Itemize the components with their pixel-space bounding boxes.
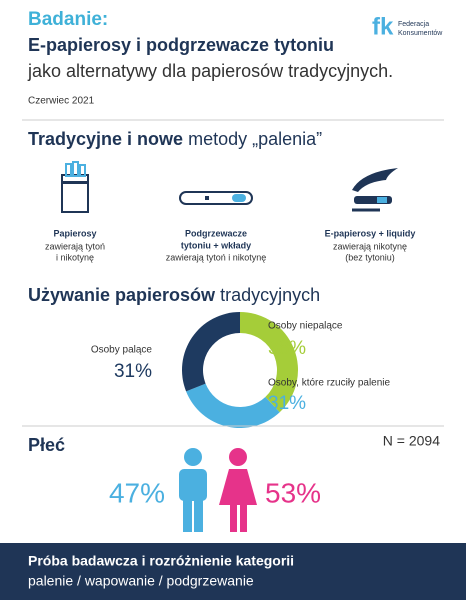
subtitle: jako alternatywy dla papierosów tradycyj… bbox=[27, 61, 393, 81]
icon-heater bbox=[179, 191, 253, 205]
method-desc: i nikotynę bbox=[56, 252, 94, 262]
method-desc: zawierają nikotynę bbox=[333, 241, 407, 251]
section-title: Używanie papierosów tradycyjnych bbox=[28, 285, 320, 305]
title-bold: Używanie papierosów bbox=[28, 285, 216, 305]
kicker: Badanie: bbox=[28, 9, 108, 30]
gender-value: 47% bbox=[109, 477, 165, 508]
date: Czerwiec 2021 bbox=[28, 96, 95, 107]
gender-value: 53% bbox=[265, 477, 321, 508]
method-desc: (bez tytoniu) bbox=[345, 252, 395, 262]
donut bbox=[181, 312, 299, 428]
title-bold: Tradycyjne i nowe bbox=[28, 129, 183, 149]
method-name: tytoniu + wkłady bbox=[181, 240, 251, 250]
title-rest: metody „palenia” bbox=[188, 129, 322, 149]
icon-pack bbox=[61, 161, 89, 213]
segment-value: 31% bbox=[268, 393, 306, 414]
logo-mark: fk bbox=[372, 13, 394, 40]
section-title: Tradycyjne i nowe metody „palenia” bbox=[28, 129, 322, 149]
method-desc: zawierają tytoń bbox=[45, 241, 105, 251]
donut-segment bbox=[240, 312, 299, 413]
segment-value: 31% bbox=[114, 361, 152, 382]
segment-name: Osoby niepalące bbox=[268, 321, 343, 332]
logo-text: Konsumentów bbox=[398, 30, 443, 37]
segment-value: 38% bbox=[268, 338, 306, 359]
segment-name: Osoby palące bbox=[91, 345, 153, 356]
footer-subtitle: palenie / wapowanie / podgrzewanie bbox=[28, 573, 254, 589]
donut-segment bbox=[186, 383, 280, 428]
donut-segment bbox=[181, 312, 240, 392]
icon-ecig bbox=[352, 168, 398, 212]
male-figure bbox=[179, 448, 207, 532]
logo: fk Federacja Konsumentów bbox=[372, 13, 443, 40]
section-title: Płeć bbox=[28, 435, 65, 455]
logo-text: Federacja bbox=[398, 21, 429, 28]
title-rest: tradycyjnych bbox=[220, 285, 320, 305]
method-name: Papierosy bbox=[53, 228, 96, 238]
footer-title: Próba badawcza i rozróżnienie kategorii bbox=[28, 553, 294, 569]
method-desc: zawierają tytoń i nikotynę bbox=[166, 252, 267, 262]
footer-bar bbox=[0, 543, 466, 600]
method-name: E-papierosy + liquidy bbox=[325, 228, 416, 238]
female-figure bbox=[219, 448, 257, 532]
method-name: Podgrzewacze bbox=[185, 228, 247, 238]
sample-size: N = 2094 bbox=[383, 433, 440, 449]
title: E-papierosy i podgrzewacze tytoniu bbox=[28, 35, 334, 55]
segment-name: Osoby, które rzuciły palenie bbox=[268, 378, 391, 389]
